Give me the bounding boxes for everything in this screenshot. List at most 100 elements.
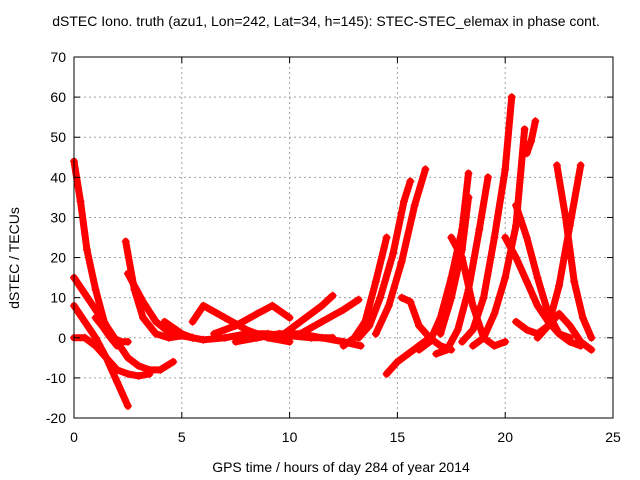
data-point: [177, 329, 186, 338]
data-point: [123, 269, 132, 278]
data-point: [253, 309, 262, 318]
data-point: [404, 349, 413, 358]
series-trace: [398, 294, 455, 354]
data-point: [501, 273, 510, 282]
data-point: [578, 313, 587, 322]
data-point: [285, 313, 294, 322]
data-point: [414, 321, 423, 330]
data-point: [458, 337, 467, 346]
data-point: [442, 345, 451, 354]
data-point: [82, 245, 91, 254]
data-point: [464, 285, 473, 294]
data-point: [453, 325, 462, 334]
data-point: [138, 313, 147, 322]
y-tick-label: 0: [58, 330, 66, 346]
data-point: [527, 137, 536, 146]
x-tick-label: 0: [70, 429, 78, 445]
data-point: [425, 337, 434, 346]
data-point: [91, 333, 100, 342]
data-point: [507, 93, 516, 102]
x-tick-label: 5: [178, 429, 186, 445]
x-axis-label: GPS time / hours of day 284 of year 2014: [212, 459, 470, 475]
data-point: [501, 337, 510, 346]
series-arc4: [70, 333, 154, 380]
series-arc23: [458, 93, 516, 346]
series-trace: [432, 173, 492, 358]
data-point: [483, 173, 492, 182]
data-point: [544, 321, 553, 330]
series-arc30: [511, 309, 596, 354]
data-point: [145, 369, 154, 378]
series-trace: [275, 292, 337, 342]
series-trace: [437, 193, 472, 338]
data-point: [76, 197, 85, 206]
data-point: [268, 301, 277, 310]
x-tick-label: 25: [605, 429, 621, 445]
data-point: [113, 377, 122, 386]
data-point: [199, 301, 208, 310]
data-point: [555, 329, 564, 338]
data-point: [406, 177, 415, 186]
data-point: [317, 301, 326, 310]
data-point: [533, 273, 542, 282]
y-tick-label: 70: [50, 49, 66, 65]
series-arc7: [91, 313, 122, 350]
series-arc28: [552, 161, 596, 342]
data-point: [134, 371, 143, 380]
data-point: [188, 317, 197, 326]
data-point: [220, 313, 229, 322]
data-point: [98, 321, 107, 330]
series-arc26: [522, 117, 540, 158]
data-point: [151, 317, 160, 326]
data-point: [188, 333, 197, 342]
x-tick-label: 10: [282, 429, 298, 445]
data-point: [339, 341, 348, 350]
data-point: [490, 309, 499, 318]
data-point: [468, 325, 477, 334]
y-tick-label: 60: [50, 89, 66, 105]
data-point: [91, 305, 100, 314]
data-point: [587, 345, 596, 354]
data-point: [123, 369, 132, 378]
data-point: [464, 169, 473, 178]
data-point: [106, 333, 115, 342]
data-point: [522, 277, 531, 286]
data-point: [393, 357, 402, 366]
data-point: [490, 341, 499, 350]
data-point: [468, 341, 477, 350]
data-point: [382, 233, 391, 242]
data-point: [160, 317, 169, 326]
data-point: [382, 369, 391, 378]
series-arc21: [432, 173, 492, 358]
data-point: [328, 291, 337, 300]
data-point: [511, 317, 520, 326]
data-point: [511, 221, 520, 230]
data-point: [410, 201, 419, 210]
series-arc6: [123, 269, 197, 342]
data-point: [475, 225, 484, 234]
data-point: [138, 297, 147, 306]
y-tick-label: 40: [50, 169, 66, 185]
data-point: [123, 337, 132, 346]
data-point: [123, 401, 132, 410]
series-arc15: [354, 177, 415, 342]
data-point: [522, 233, 531, 242]
data-point: [432, 349, 441, 358]
series-trace: [512, 310, 595, 354]
y-tick-label: 50: [50, 129, 66, 145]
y-tick-label: 30: [50, 209, 66, 225]
data-point: [511, 253, 520, 262]
data-point: [384, 301, 393, 310]
data-point: [399, 197, 408, 206]
data-point: [371, 277, 380, 286]
y-tick-label: 10: [50, 290, 66, 306]
data-point: [520, 125, 529, 134]
series-trace: [296, 296, 363, 338]
data-point: [296, 317, 305, 326]
series-arc14: [339, 233, 391, 350]
data-point: [555, 281, 564, 290]
data-point: [123, 353, 132, 362]
data-point: [80, 289, 89, 298]
data-point: [511, 201, 520, 210]
y-tick-label: 20: [50, 250, 66, 266]
